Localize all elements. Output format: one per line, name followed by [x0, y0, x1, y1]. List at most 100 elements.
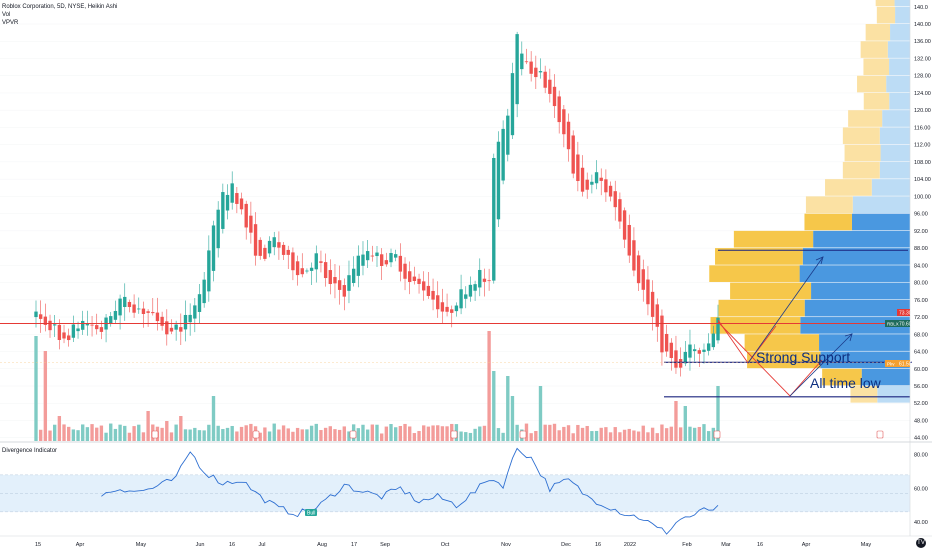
volume-bar — [356, 428, 360, 441]
price-tick-label: 44.00 — [914, 436, 928, 442]
vpvr-down-bar — [804, 213, 852, 231]
candle-body — [515, 34, 519, 105]
price-tick-label: 132.00 — [914, 56, 931, 62]
candle-body — [482, 278, 487, 282]
volume-bar — [552, 423, 557, 441]
candle-body — [188, 314, 192, 323]
price-tick-label: 68.00 — [914, 332, 928, 338]
candle-body — [548, 79, 552, 94]
volume-legend[interactable]: Vol — [2, 12, 11, 18]
earnings-marker[interactable] — [252, 430, 260, 439]
volume-bar — [165, 421, 169, 441]
volume-bar — [272, 423, 276, 441]
volume-bar — [146, 411, 150, 441]
candle-body — [552, 86, 557, 107]
candle-body — [622, 210, 627, 240]
volume-bar — [309, 425, 314, 441]
arrow-head-top — [815, 256, 824, 265]
volume-bar — [379, 433, 384, 441]
price-tag-orange-prefix: Pkv — [887, 362, 895, 367]
indicator-pane — [0, 447, 910, 535]
volume-bar — [235, 431, 239, 441]
vpvr-down-bar — [805, 196, 853, 214]
vpvr-legend[interactable]: VPVR — [2, 20, 19, 26]
earnings-marker[interactable] — [519, 430, 527, 439]
candle-body — [365, 251, 370, 261]
candle-body — [674, 350, 678, 368]
candle-body — [146, 311, 150, 313]
candle-body — [370, 255, 375, 257]
candle-body — [118, 298, 122, 316]
candle-body — [538, 71, 543, 73]
symbol-title[interactable]: Roblox Corporation, 5D, NYSE, Heikin Ash… — [2, 4, 118, 10]
time-axis[interactable]: 15 Apr May Jun 16 Jul Aug 17 Sep Oct Nov Dec 16 2022 F… — [35, 542, 872, 548]
volume-bar — [496, 428, 501, 441]
strong-support-label: Strong Support — [756, 349, 850, 365]
volume-bar — [478, 426, 482, 441]
candle-body — [193, 305, 197, 319]
volume-bar — [216, 425, 220, 441]
candle-body — [436, 295, 440, 310]
volume-bar — [295, 427, 300, 441]
candle-body — [646, 279, 650, 305]
vpvr-down-bar — [825, 179, 872, 196]
price-axis-top-label: 140.0 — [914, 5, 928, 11]
volume-bar — [515, 424, 519, 441]
earnings-marker[interactable] — [450, 430, 458, 439]
tradingview-logo[interactable]: TV — [916, 538, 926, 548]
vpvr-down-bar — [822, 368, 862, 386]
volume-bar — [534, 431, 538, 441]
time-tick-label: 2022 — [624, 542, 636, 548]
volume-bar — [90, 424, 94, 441]
earnings-marker[interactable] — [349, 430, 357, 439]
candle-body — [613, 191, 617, 208]
vpvr-down-bar — [730, 282, 812, 300]
earnings-marker[interactable] — [713, 430, 721, 439]
volume-bar — [211, 396, 216, 441]
candle-body — [281, 244, 286, 255]
indicator-tick-label: 60.00 — [914, 486, 928, 492]
candle-body — [211, 225, 216, 271]
volume-bar — [398, 425, 403, 441]
volume-bar — [109, 423, 113, 441]
volume-bar — [281, 425, 286, 441]
vpvr-up-bar — [882, 110, 910, 127]
volume-bar — [291, 431, 295, 441]
arrow-head-bottom — [844, 333, 853, 342]
candle-body — [351, 268, 356, 284]
volume-bar — [230, 425, 234, 441]
price-tag-orange-text: 61.50 — [899, 362, 912, 368]
volume-bar — [81, 424, 85, 441]
vpvr-up-bar — [802, 248, 910, 265]
volume-bar — [408, 426, 412, 441]
candle-body — [342, 285, 346, 297]
volume-bar — [99, 425, 104, 441]
price-tag-red — [897, 309, 910, 316]
price-tick-label: 108.00 — [914, 160, 931, 166]
time-tick-label: Nov — [501, 542, 511, 548]
candle-body — [155, 312, 160, 322]
candle-body — [636, 255, 641, 284]
volume-bar — [389, 424, 393, 441]
volume-bar — [674, 401, 678, 441]
indicator-title[interactable]: Divergence Indicator — [2, 448, 58, 454]
volume-bar — [361, 424, 365, 441]
candle-body — [716, 317, 720, 341]
candle-body — [464, 294, 468, 299]
candle-body — [478, 269, 482, 288]
candle-body — [62, 332, 66, 339]
indicator-tick-label: 80.00 — [914, 453, 928, 459]
candle-body — [113, 310, 118, 320]
candle-body — [604, 179, 608, 193]
candle-body — [95, 325, 99, 330]
volume-bar — [440, 426, 445, 441]
candle-body — [412, 276, 417, 281]
earnings-marker[interactable] — [876, 430, 884, 439]
price-tick-label: 116.00 — [914, 125, 930, 131]
earnings-marker[interactable] — [151, 430, 159, 439]
vpvr-up-bar — [889, 92, 910, 110]
volume-bar — [370, 424, 375, 441]
vpvr-up-bar — [879, 161, 910, 179]
price-axis[interactable]: 44.00 48.00 52.00 56.00 60.00 64.00 68.00 72.00… — [914, 22, 931, 442]
volume-bar — [95, 427, 99, 441]
